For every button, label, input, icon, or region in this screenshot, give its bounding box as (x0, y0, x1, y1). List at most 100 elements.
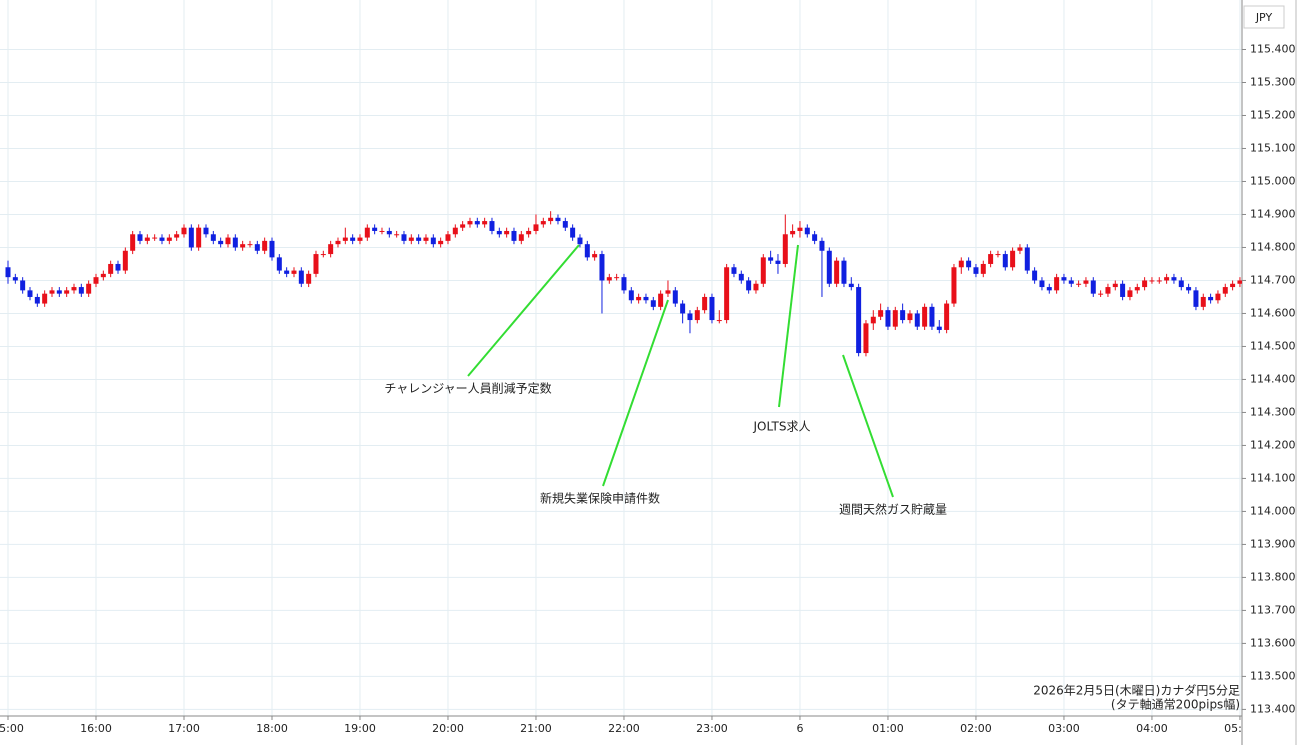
candle-body (760, 257, 766, 284)
candle-body (1046, 287, 1052, 291)
annotation: チャレンジャー人員削減予定数 (384, 381, 551, 396)
candle-body (577, 237, 583, 245)
candles (5, 211, 1242, 357)
candle-body (144, 237, 150, 241)
candle-body (555, 217, 561, 222)
candle-body (423, 237, 429, 241)
candle-body (122, 250, 128, 271)
candle-body (276, 257, 282, 271)
candle-body (218, 240, 224, 245)
candle-body (467, 221, 473, 225)
candle-body (570, 227, 576, 238)
candle-body (64, 290, 70, 294)
candle-body (1186, 287, 1192, 291)
candle-body (430, 237, 436, 245)
x-tick-label: 17:00 (168, 722, 200, 735)
candle-body (1010, 250, 1016, 268)
y-tick-label: 115.000 (1250, 174, 1296, 187)
candle-body (702, 296, 708, 311)
candle-body (34, 296, 40, 304)
candle-body (342, 237, 348, 241)
candle-body (1149, 280, 1155, 282)
candle-body (225, 237, 231, 245)
candle-body (658, 293, 664, 307)
candle-body (1142, 280, 1148, 288)
candle-body (958, 260, 964, 268)
candle-body (159, 237, 165, 241)
candle-body (540, 221, 546, 225)
candle-body (452, 227, 458, 235)
y-tick-label: 115.200 (1250, 108, 1296, 121)
candle-body (680, 303, 686, 314)
candle-body (1193, 290, 1199, 307)
x-tick-label: 16:00 (80, 722, 112, 735)
candle-body (746, 280, 752, 291)
x-tick-label: 22:00 (608, 722, 640, 735)
candle-body (1017, 247, 1023, 251)
candle-body (606, 277, 612, 281)
candle-body (804, 227, 810, 235)
candle-body (1032, 270, 1038, 281)
candle-body (240, 244, 246, 248)
candle-body (496, 230, 502, 235)
x-tick-label: 02:00 (960, 722, 992, 735)
annotation-lines (467, 244, 894, 498)
candle-body (995, 254, 1001, 256)
candle-body (320, 254, 326, 256)
candle-body (438, 240, 444, 245)
candle-body (232, 237, 238, 248)
candle-body (1171, 277, 1177, 281)
y-tick-label: 113.600 (1250, 636, 1296, 649)
candle-body (247, 244, 253, 246)
candle-body (650, 300, 656, 307)
candle-body (672, 290, 678, 304)
y-tick-label: 113.400 (1250, 702, 1296, 715)
y-tick-label: 115.300 (1250, 75, 1296, 88)
y-tick-label: 114.000 (1250, 504, 1296, 517)
candle-body (914, 313, 920, 327)
candle-body (592, 254, 598, 258)
candle-body (716, 320, 722, 322)
candle-body (196, 227, 202, 248)
caption: (タテ軸通常200pips幅) (1111, 697, 1240, 712)
x-tick-label: 20:00 (432, 722, 464, 735)
candle-body (372, 227, 378, 231)
candle-body (518, 234, 524, 241)
candle-body (1222, 287, 1228, 294)
candle-body (1061, 277, 1067, 281)
y-tick-label: 115.400 (1250, 42, 1296, 55)
candle-body (408, 237, 414, 241)
x-tick-label: 18:00 (256, 722, 288, 735)
candle-body (1127, 290, 1133, 297)
candle-body (870, 316, 876, 324)
candle-body (929, 306, 935, 327)
y-tick-label: 113.900 (1250, 537, 1296, 550)
candle-body (1134, 287, 1140, 291)
candle-body (306, 273, 312, 284)
candle-body (489, 221, 495, 231)
candle-body (379, 230, 385, 232)
candle-body (86, 283, 92, 294)
candle-body (328, 244, 334, 255)
candle-body (27, 290, 33, 297)
y-tick-label: 114.700 (1250, 273, 1296, 286)
candle-body (966, 260, 972, 268)
candle-body (856, 287, 862, 354)
candle-body (1105, 287, 1111, 294)
y-tick-label: 113.800 (1250, 570, 1296, 583)
candle-body (878, 310, 884, 317)
candle-body (460, 224, 466, 228)
candle-body (108, 263, 114, 274)
x-tick-label: 15:00 (0, 722, 24, 735)
candle-body (907, 313, 913, 321)
currency-label: JPY (1255, 11, 1273, 24)
candle-body (1208, 296, 1214, 301)
candle-body (71, 287, 77, 291)
candle-body (790, 230, 796, 235)
annotation: 週間天然ガス貯蔵量 (839, 502, 947, 517)
candle-body (313, 254, 319, 274)
candle-body (841, 260, 847, 284)
candle-body (504, 230, 510, 235)
candle-body (724, 267, 730, 321)
